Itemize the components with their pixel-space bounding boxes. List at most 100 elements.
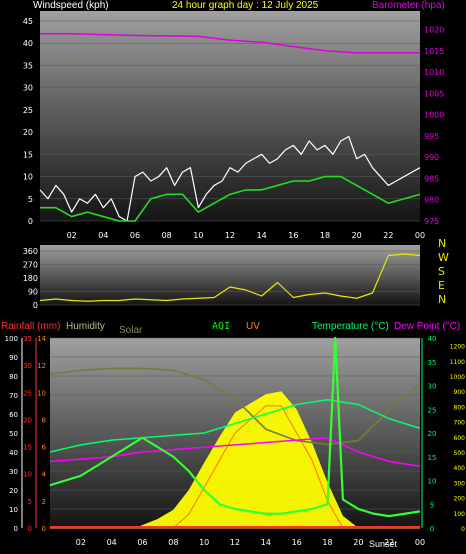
climate-series (49, 336, 421, 529)
wind-x-tick-label: 22 (383, 231, 393, 240)
solar-tick-label: 1000 (450, 374, 465, 381)
wind-x-tick-label: 10 (193, 231, 203, 240)
windspeed-label: Windspeed (kph) (33, 0, 109, 11)
climate-x-axis: 02 04 06 08 10 12 14 16 18 20 22 00 (76, 538, 425, 547)
uv-tick-label: 10 (37, 389, 46, 397)
humidity-tick-label: 20 (9, 487, 18, 495)
wind-x-tick-label: 08 (162, 231, 172, 240)
average-wind-line (40, 175, 421, 222)
temperature-tick-label: 35 (428, 359, 437, 367)
uv-line (50, 405, 420, 529)
rainfall-label: Rainfall (mm) (1, 321, 61, 332)
wind-tick-label: 40 (23, 39, 33, 48)
rain-tick-label: 30 (23, 362, 32, 370)
climate-axes: 1009080706050403020100353025201510501412… (5, 335, 466, 533)
solar-tick-label: 0 (461, 526, 465, 533)
wind-x-tick-label: 00 (415, 231, 425, 240)
temperature-tick-label: 15 (428, 454, 437, 462)
humidity-tick-label: 0 (14, 525, 18, 533)
humidity-tick-label: 100 (5, 335, 18, 343)
wind-left-axis: 45 40 35 30 25 20 15 10 5 0 (23, 17, 33, 226)
wind-tick-label: 0 (28, 217, 33, 226)
temperature-tick-label: 5 (430, 501, 434, 509)
barometer-axis: 1020 1015 1010 1005 1000 995 990 985 980 975 (424, 26, 444, 226)
rain-tick-label: 10 (23, 471, 32, 479)
chart-title: 24 hour graph day : 12 July 2025 (172, 0, 319, 11)
wind-x-tick-label: 18 (320, 231, 330, 240)
solar-tick-label: 100 (454, 511, 466, 518)
climate-x-tick-label: 16 (292, 538, 302, 547)
sunset-marker: Sunset (369, 539, 398, 549)
inside-temp-line (49, 336, 421, 518)
direction-tick-label: 90 (28, 288, 38, 297)
wind-grid (40, 20, 420, 222)
wind-x-tick-label: 16 (288, 231, 298, 240)
climate-x-tick-label: 04 (107, 538, 117, 547)
solar-tick-label: 1200 (450, 344, 465, 351)
uv-tick-label: 6 (42, 444, 47, 452)
wind-tick-label: 20 (23, 128, 33, 137)
rain-tick-label: 15 (23, 444, 32, 452)
barometer-line (40, 33, 420, 54)
direction-tick-label: 180 (23, 274, 38, 283)
solar-tick-label: 700 (454, 420, 466, 427)
solar-tick-label: 600 (454, 435, 466, 442)
climate-panel: 1009080706050403020100353025201510501412… (5, 335, 466, 547)
wind-tick-label: 10 (23, 173, 33, 182)
solar-tick-label: 300 (454, 480, 466, 487)
humidity-tick-label: 40 (9, 449, 18, 457)
humidity-tick-label: 70 (9, 392, 18, 400)
barometer-tick-label: 985 (424, 174, 439, 183)
compass-letter: S (438, 265, 445, 278)
temperature-tick-label: 10 (428, 478, 437, 486)
direction-tick-label: 0 (33, 301, 38, 310)
uv-tick-label: 14 (37, 335, 46, 343)
climate-x-tick-label: 12 (230, 538, 240, 547)
rain-tick-label: 0 (28, 525, 32, 533)
climate-x-tick-label: 14 (261, 538, 271, 547)
humidity-tick-label: 90 (9, 354, 18, 362)
windspeed-line (39, 135, 421, 222)
rain-tick-label: 5 (28, 498, 32, 506)
direction-line (39, 253, 421, 302)
wind-x-tick-label: 12 (225, 231, 235, 240)
climate-x-tick-label: 18 (322, 538, 332, 547)
barometer-tick-label: 1000 (424, 111, 444, 120)
barometer-tick-label: 1020 (424, 26, 444, 35)
direction-series (39, 253, 421, 302)
humidity-tick-label: 80 (9, 373, 18, 381)
uv-tick-label: 8 (42, 416, 46, 424)
solar-tick-label: 200 (454, 496, 466, 503)
solar-label: Solar (119, 325, 143, 336)
climate-x-tick-label: 00 (415, 538, 425, 547)
direction-tick-label: 360 (23, 247, 38, 256)
solar-tick-label: 1100 (450, 359, 465, 366)
temperature-tick-label: 25 (428, 406, 437, 414)
climate-x-tick-label: 06 (137, 538, 147, 547)
climate-x-tick-label: 22 (384, 538, 394, 547)
aqi-label: AQI (212, 321, 231, 332)
temperature-tick-label: 0 (430, 525, 434, 533)
wind-tick-label: 5 (28, 195, 33, 204)
solar-tick-label: 400 (454, 465, 466, 472)
wind-series (39, 33, 421, 222)
wind-x-tick-label: 14 (257, 231, 267, 240)
wind-tick-label: 45 (23, 17, 33, 26)
compass-letter: N (438, 237, 446, 250)
climate-x-tick-label: 08 (168, 538, 178, 547)
humidity-line (49, 367, 421, 446)
solar-tick-label: 900 (454, 389, 466, 396)
temperature-tick-label: 30 (428, 383, 437, 391)
temperature-label: Temperature (°C) (312, 321, 389, 332)
climate-x-tick-label: 20 (353, 538, 363, 547)
barometer-tick-label: 975 (424, 217, 439, 226)
barometer-tick-label: 1015 (424, 47, 444, 56)
temperature-tick-label: 20 (428, 430, 437, 438)
climate-x-tick-label: 02 (76, 538, 86, 547)
uv-tick-label: 2 (42, 498, 46, 506)
barometer-tick-label: 980 (424, 196, 439, 205)
humidity-label: Humidity (66, 321, 105, 332)
